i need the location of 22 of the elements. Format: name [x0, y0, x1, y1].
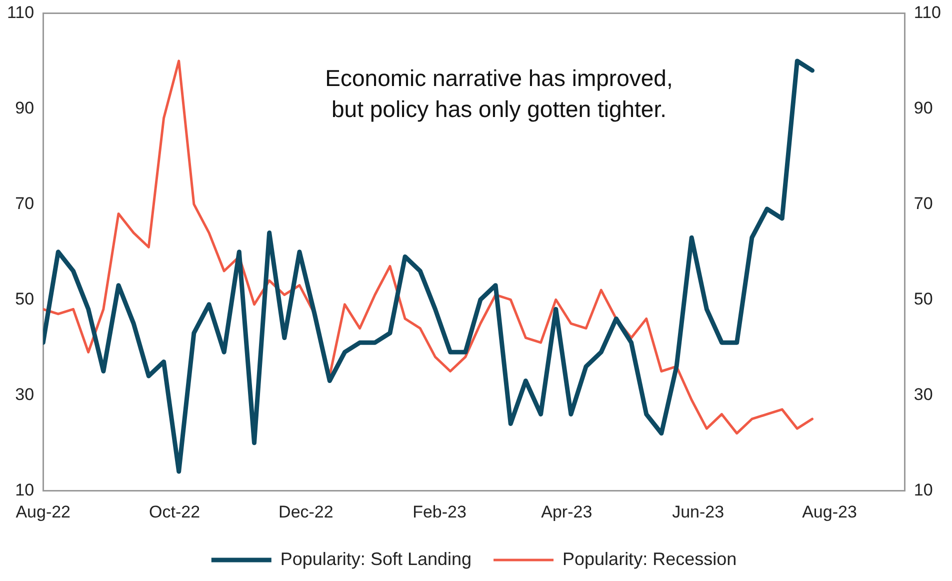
- y-tick-label: 90: [15, 98, 34, 118]
- y2-tick-label: 50: [914, 289, 933, 308]
- y-tick-label: 50: [15, 289, 34, 308]
- y2-tick-label: 110: [914, 2, 942, 22]
- y2-tick-label: 70: [914, 194, 933, 213]
- y-tick-label: 30: [15, 384, 34, 404]
- y2-tick-label: 30: [914, 384, 933, 404]
- y-tick-label: 110: [6, 2, 34, 22]
- y2-tick-label: 90: [914, 98, 933, 118]
- x-tick-label: Aug-23: [802, 502, 857, 522]
- y-tick-label: 70: [15, 194, 34, 213]
- x-tick-label: Dec-22: [278, 502, 334, 522]
- y2-tick-label: 10: [914, 480, 933, 500]
- annotation: Economic narrative has improved, but policy has only gotten tighter.: [325, 65, 673, 122]
- legend-label: Popularity: Soft Landing: [280, 548, 472, 569]
- x-tick-label: Oct-22: [149, 502, 200, 522]
- x-tick-label: Apr-23: [541, 502, 592, 522]
- x-tick-label: Aug-22: [16, 502, 71, 522]
- y-tick-label: 10: [15, 480, 34, 500]
- x-tick-label: Feb-23: [412, 502, 466, 522]
- x-tick-label: Jun-23: [672, 502, 724, 522]
- legend-label: Popularity: Recession: [562, 548, 737, 569]
